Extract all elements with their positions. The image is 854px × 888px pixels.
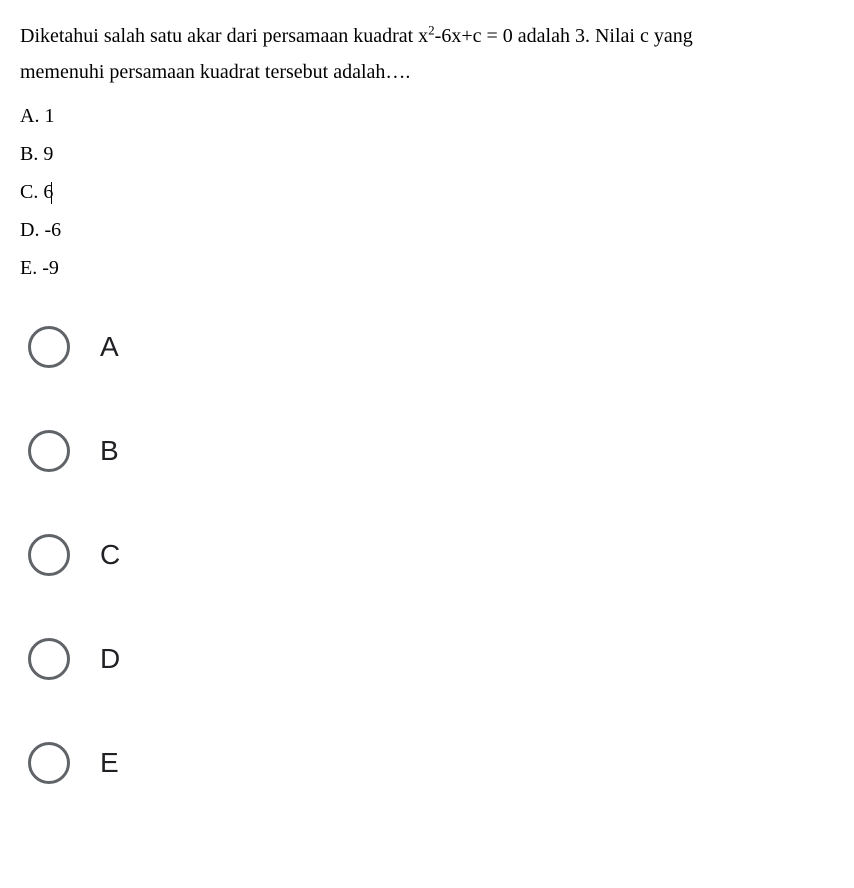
answer-letter: D xyxy=(20,219,34,241)
radio-label: A xyxy=(100,331,119,363)
answer-item-a: A. 1 xyxy=(20,98,834,134)
radio-circle-icon xyxy=(28,742,70,784)
radio-circle-icon xyxy=(28,430,70,472)
answer-letter: E xyxy=(20,257,32,279)
radio-option-a[interactable]: A xyxy=(28,326,834,368)
radio-circle-icon xyxy=(28,326,70,368)
radio-label: E xyxy=(100,747,119,779)
text-cursor-icon xyxy=(51,182,52,204)
radio-label: B xyxy=(100,435,119,467)
question-line2: memenuhi persamaan kuadrat tersebut adal… xyxy=(20,61,410,83)
question-text: Diketahui salah satu akar dari persamaan… xyxy=(20,18,834,90)
radio-option-e[interactable]: E xyxy=(28,742,834,784)
answer-value: -9 xyxy=(42,257,59,279)
answer-letter: B xyxy=(20,143,33,165)
radio-label: C xyxy=(100,539,120,571)
answer-letter: A xyxy=(20,105,34,127)
answer-item-d: D. -6 xyxy=(20,212,834,248)
radio-label: D xyxy=(100,643,120,675)
radio-group: A B C D E xyxy=(20,326,834,784)
radio-option-b[interactable]: B xyxy=(28,430,834,472)
question-line1-suffix: -6x+c = 0 adalah 3. Nilai c yang xyxy=(435,25,693,47)
answer-value: -6 xyxy=(44,219,61,241)
answer-letter: C xyxy=(20,181,33,203)
radio-option-d[interactable]: D xyxy=(28,638,834,680)
radio-option-c[interactable]: C xyxy=(28,534,834,576)
answer-item-e: E. -9 xyxy=(20,250,834,286)
answer-item-c: C. 6 xyxy=(20,174,834,210)
answer-value: 1 xyxy=(44,105,54,127)
answer-value: 9 xyxy=(43,143,53,165)
radio-circle-icon xyxy=(28,638,70,680)
answer-item-b: B. 9 xyxy=(20,136,834,172)
question-line1-prefix: Diketahui salah satu akar dari persamaan… xyxy=(20,25,428,47)
answer-list: A. 1 B. 9 C. 6 D. -6 E. -9 xyxy=(20,98,834,286)
radio-circle-icon xyxy=(28,534,70,576)
